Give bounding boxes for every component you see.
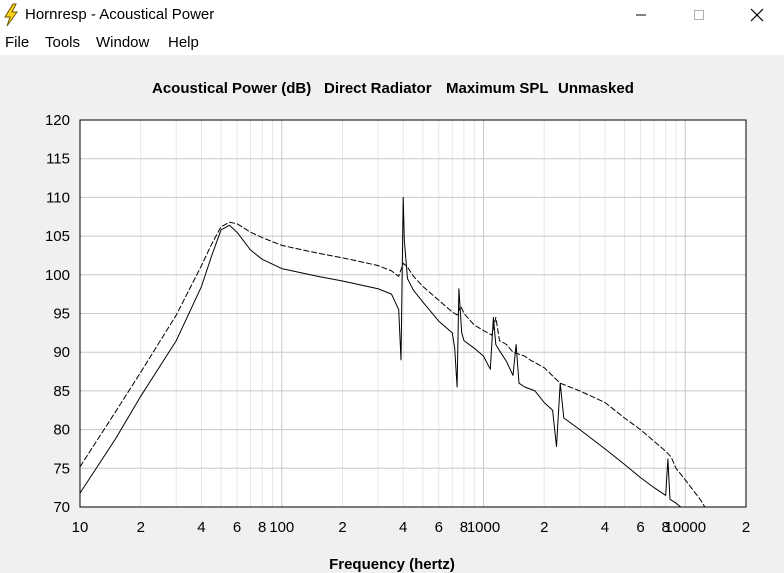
menu-window[interactable]: Window [96,34,150,51]
menu-tools[interactable]: Tools [45,34,81,51]
chart-area: 70 75 80 85 90 95 100 105 110 115 120 10 2 4 6 8 100 2 4 6 8… [0,55,784,573]
x-tick-label: 10000 [664,519,706,536]
y-tick-label: 110 [46,189,70,206]
y-tick-label: 120 [45,112,70,129]
close-icon [750,8,764,22]
chart-title-part: Unmasked [558,80,634,97]
x-tick-label: 2 [742,519,750,536]
x-tick-label: 8 [460,519,468,536]
series-line-2 [79,196,682,508]
x-tick-label: 2 [137,519,145,536]
minimize-button[interactable] [618,0,664,30]
x-tick-label: 6 [636,519,644,536]
x-tick-label: 8 [258,519,266,536]
menu-file[interactable]: File [5,34,30,51]
maximize-button[interactable] [676,0,722,30]
menu-bar: File Tools Window Help [0,30,784,55]
y-tick-label: 100 [45,267,70,284]
x-tick-label: 100 [269,519,294,536]
chart-title-part: Acoustical Power (dB) [152,80,311,97]
x-tick-label: 6 [435,519,443,536]
x-axis-label: Frequency (hertz) [329,556,455,573]
lightning-bolt-icon [4,3,18,27]
x-tick-label: 4 [399,519,407,536]
maximize-icon [694,10,704,20]
x-tick-label: 10 [72,519,89,536]
y-tick-label: 70 [53,499,70,516]
menu-help[interactable]: Help [168,34,199,51]
minimize-icon [636,14,646,16]
y-tick-label: 90 [53,344,70,361]
x-tick-label: 6 [233,519,241,536]
close-button[interactable] [734,0,780,30]
x-tick-label: 4 [601,519,609,536]
chart-title-part: Maximum SPL [446,80,549,97]
x-tick-label: 2 [338,519,346,536]
window-title: Hornresp - Acoustical Power [25,6,215,23]
y-tick-label: 80 [53,422,70,439]
plot-frame [79,119,747,508]
y-tick-label: 75 [53,460,70,477]
x-tick-label: 1000 [467,519,500,536]
x-tick-label: 2 [540,519,548,536]
title-bar: Hornresp - Acoustical Power [0,0,784,30]
y-tick-label: 85 [53,383,70,400]
x-tick-label: 8 [662,519,670,536]
y-tick-label: 105 [45,228,70,245]
chart-title-part: Direct Radiator [324,80,432,97]
y-tick-label: 95 [53,306,70,323]
x-tick-label: 4 [197,519,205,536]
y-tick-label: 115 [46,151,70,168]
